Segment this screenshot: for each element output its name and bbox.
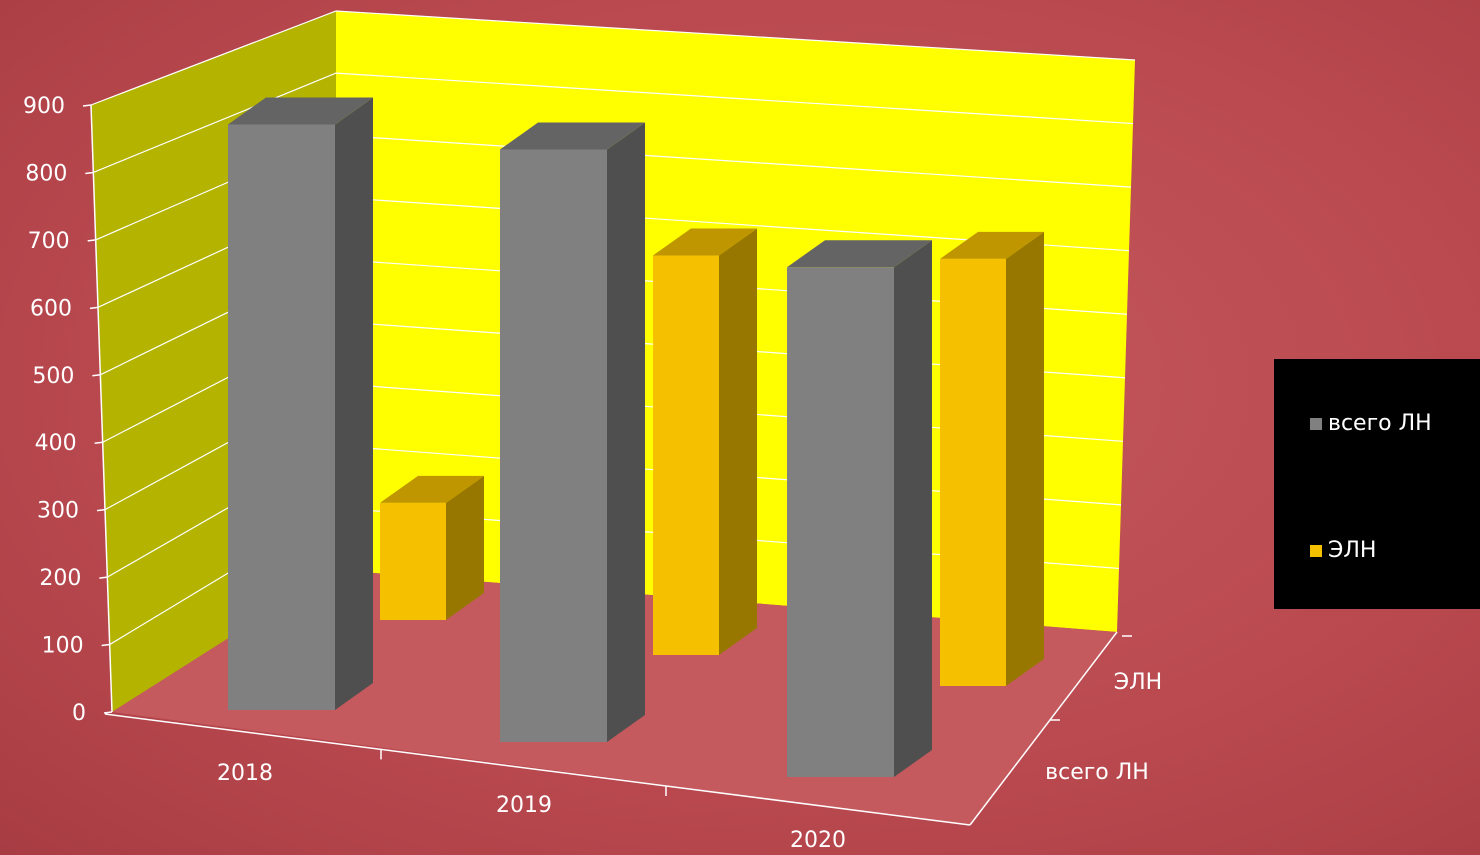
x-tick-label: 2019 (496, 793, 552, 818)
y-tick-mark (101, 643, 110, 647)
bar-eln-2018 (380, 475, 484, 620)
legend-swatch-eln (1310, 544, 1322, 557)
legend-label-total: всего ЛН (1328, 411, 1432, 436)
y-axis-line (90, 104, 113, 713)
bars (228, 97, 1044, 777)
x-tick-label: 2018 (217, 761, 273, 786)
y-tick-label: 0 (72, 701, 86, 726)
x-tick-label: 2020 (790, 828, 846, 853)
y-tick-mark (89, 306, 99, 310)
bar-total-2018 (228, 97, 373, 710)
depth-tick-label: всего ЛН (1045, 760, 1149, 785)
y-tick-label: 100 (42, 634, 84, 659)
y-tick-label: 200 (39, 566, 81, 591)
legend-swatch-total (1310, 417, 1322, 430)
y-tick-label: 900 (23, 94, 65, 119)
bar-total-2019 (500, 122, 645, 743)
depth-labels: всего ЛН ЭЛН (1045, 635, 1162, 785)
depth-tick-label: ЭЛН (1114, 670, 1162, 695)
legend-label-eln: ЭЛН (1328, 538, 1377, 563)
y-tick-mark (99, 576, 108, 579)
y-tick-label: 800 (25, 161, 67, 186)
y-tick-label: 400 (35, 431, 77, 456)
legend-item-eln: ЭЛН (1310, 538, 1376, 563)
legend-item-total: всего ЛН (1310, 411, 1432, 436)
y-tick-label: 700 (28, 229, 70, 254)
y-tick-mark (85, 171, 94, 175)
bar-eln-2019 (653, 228, 757, 655)
gridline (90, 10, 1136, 106)
y-tick-label: 300 (37, 499, 79, 524)
legend: всего ЛН ЭЛН (1274, 359, 1480, 609)
category-labels: 2018 2019 2020 (217, 749, 846, 853)
bar-eln-2020 (940, 231, 1044, 686)
axes (90, 104, 1118, 826)
gridline (93, 72, 1134, 173)
bar-total-2020 (787, 240, 932, 777)
y-tick-mark (92, 374, 101, 377)
y-axis-ticks: 0 100 200 300 400 500 600 700 800 900 (23, 94, 113, 726)
y-tick-mark (94, 441, 103, 444)
depth-axis-line (969, 631, 1118, 826)
y-tick-mark (82, 104, 92, 107)
y-tick-mark (96, 508, 106, 512)
y-tick-mark (103, 711, 113, 714)
y-tick-label: 600 (30, 296, 72, 321)
y-tick-label: 500 (32, 364, 74, 389)
y-tick-mark (87, 239, 96, 242)
x-axis-line (104, 713, 971, 826)
